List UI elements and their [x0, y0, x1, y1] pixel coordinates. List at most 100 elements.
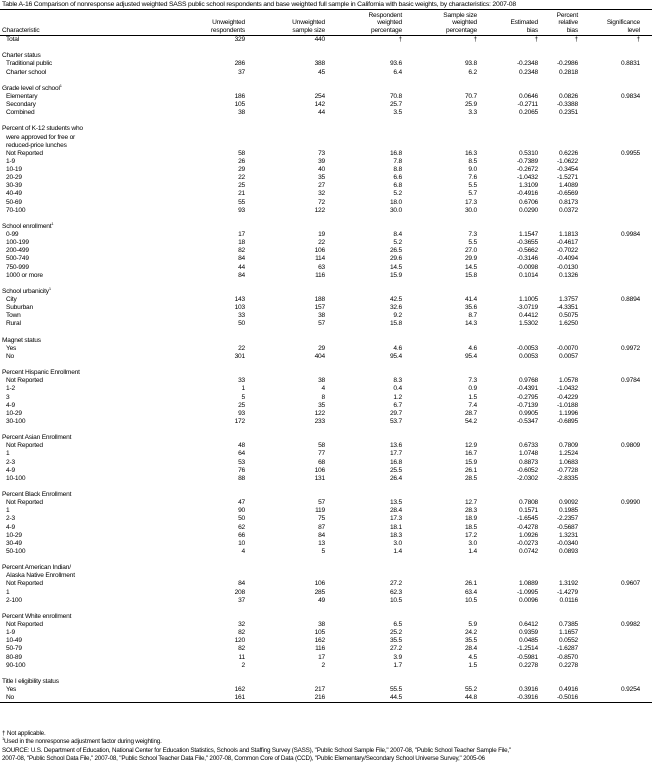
table-cell: 122: [314, 206, 326, 214]
table-cell: 1.2524: [559, 450, 578, 458]
table-cell: 286: [234, 60, 246, 68]
table-cell: 172: [234, 417, 246, 425]
table-cell: 0.2818: [559, 68, 578, 76]
row-label: 1: [6, 588, 10, 596]
table-cell: [578, 255, 643, 263]
table-row: 1-9 82 105 25.2 24.2 0.9359 1.1657: [0, 629, 652, 637]
table-cell: 7.8: [393, 157, 402, 165]
spacer-row: [0, 361, 652, 369]
table-cell: [578, 182, 643, 190]
table-cell: 17.3: [389, 515, 402, 523]
table-cell: -0.3388: [557, 101, 578, 108]
section-label-text: Percent Black Enrollment: [2, 491, 72, 498]
row-label: 20-29: [6, 174, 22, 182]
table-cell: 3.9: [393, 653, 402, 661]
table-cell: 53.7: [389, 417, 402, 425]
table-row: Combined 38 44 3.5 3.3 0.2065 0.2351: [0, 109, 652, 117]
table-row: 1-2 1 4 0.4 0.9 -0.4391 -1.0432: [0, 385, 652, 393]
table-cell: 1.1547: [519, 231, 538, 238]
table-cell: [578, 410, 643, 418]
section-label-text: School urbanicity: [2, 287, 49, 295]
section-header-row: Percent Hispanic Enrollment: [0, 369, 652, 377]
table-cell: 29.7: [389, 409, 402, 417]
table-cell: 0.9: [468, 385, 477, 393]
section-label: School enrollment1: [0, 221, 190, 231]
table-cell: 14.5: [464, 263, 477, 271]
section-label: Title I eligibility status: [0, 678, 190, 686]
row-label: 200-499: [6, 247, 29, 255]
table-cell: 6.5: [393, 621, 402, 628]
table-cell: 0.0096: [519, 596, 538, 604]
table-cell: [578, 158, 643, 166]
row-label: 90-100: [6, 661, 26, 669]
table-row: 0-99 17 19 8.4 7.3 1.1547 1.1813 0.9984: [0, 231, 652, 239]
table-cell: 5.2: [393, 190, 402, 198]
table-cell: 0.2278: [559, 661, 578, 669]
table-cell: -1.0432: [557, 385, 578, 393]
table-cell: 0.1326: [559, 271, 578, 279]
table-cell: 1.0748: [519, 450, 538, 458]
table-cell: [578, 69, 643, 77]
table-cell: [578, 418, 643, 426]
table-cell: 14.3: [464, 320, 477, 328]
table-cell: 143: [234, 296, 246, 303]
table-cell: 44.5: [389, 694, 402, 702]
table-cell: 1.7: [393, 661, 402, 669]
row-label: 50-79: [6, 645, 22, 653]
table-cell: 0.3916: [519, 686, 538, 693]
section-label: Percent White enrollment: [0, 613, 190, 621]
section-label: Percent Asian Enrollment: [0, 434, 190, 442]
table-cell: 6.7: [393, 401, 402, 409]
spacer-row: [0, 605, 652, 613]
table-cell: 68: [318, 458, 325, 466]
table-cell: -0.5662: [517, 247, 538, 255]
table-cell: 5.5: [468, 182, 477, 190]
section-header-row: Percent American Indian/: [0, 564, 652, 572]
section-label: Grade level of school1: [0, 83, 190, 93]
table-cell: 106: [314, 466, 326, 474]
table-cell: 38: [318, 377, 325, 385]
table-cell: 0.7809: [559, 442, 578, 450]
table-cell: [578, 247, 643, 255]
footnote-1-text: Used in the nonresponse adjustment facto…: [4, 738, 162, 746]
table-cell: 0.0893: [559, 547, 578, 555]
row-label: 80-89: [6, 653, 22, 661]
table-cell: 404: [314, 352, 326, 360]
table-cell: [578, 459, 643, 467]
table-cell: 77: [318, 450, 325, 458]
table-cell: -0.6895: [557, 417, 578, 425]
table-cell: 32: [318, 190, 325, 198]
table-cell: 0.4916: [559, 686, 578, 693]
table-cell: [578, 515, 643, 523]
section-label-text: Percent Asian Enrollment: [2, 434, 72, 442]
table-cell: [578, 507, 643, 515]
table-cell: -2.8335: [557, 474, 578, 482]
table-cell: 119: [315, 507, 325, 515]
table-cell: [578, 174, 643, 182]
section-label-text: Percent White enrollment: [2, 612, 72, 620]
row-label: 10-29: [6, 531, 22, 539]
table-row: Town 33 38 9.2 8.7 0.4412 0.5075: [0, 312, 652, 320]
table-cell: -0.2348: [517, 60, 538, 68]
row-label: Not Reported: [6, 580, 43, 588]
table-cell: -0.7022: [557, 247, 578, 255]
table-cell: 0.9955: [621, 149, 640, 157]
row-label: 2-100: [6, 596, 22, 604]
table-cell: [578, 694, 643, 702]
table-cell: 1.3109: [519, 182, 538, 190]
table-cell: 10.5: [389, 596, 402, 604]
source-note-line-1: SOURCE: U.S. Department of Education, Na…: [2, 746, 512, 754]
table-cell: 18.9: [464, 515, 477, 523]
table-cell: 38: [318, 312, 325, 320]
table-cell: 57: [318, 499, 325, 507]
table-cell: 44: [238, 263, 245, 271]
table-row: Charter school 37 45 6.4 6.2 0.2348 0.2818: [0, 69, 652, 77]
table-cell: 1.4: [393, 547, 402, 555]
table-cell: 18.5: [464, 523, 477, 531]
section-label: School urbanicity1: [0, 286, 190, 296]
table-cell: 84: [238, 255, 245, 263]
table-cell: 27.2: [389, 645, 402, 653]
table-cell: 16.8: [389, 458, 402, 466]
table-cell: 70.7: [464, 92, 477, 100]
row-label: 50-69: [6, 198, 22, 206]
